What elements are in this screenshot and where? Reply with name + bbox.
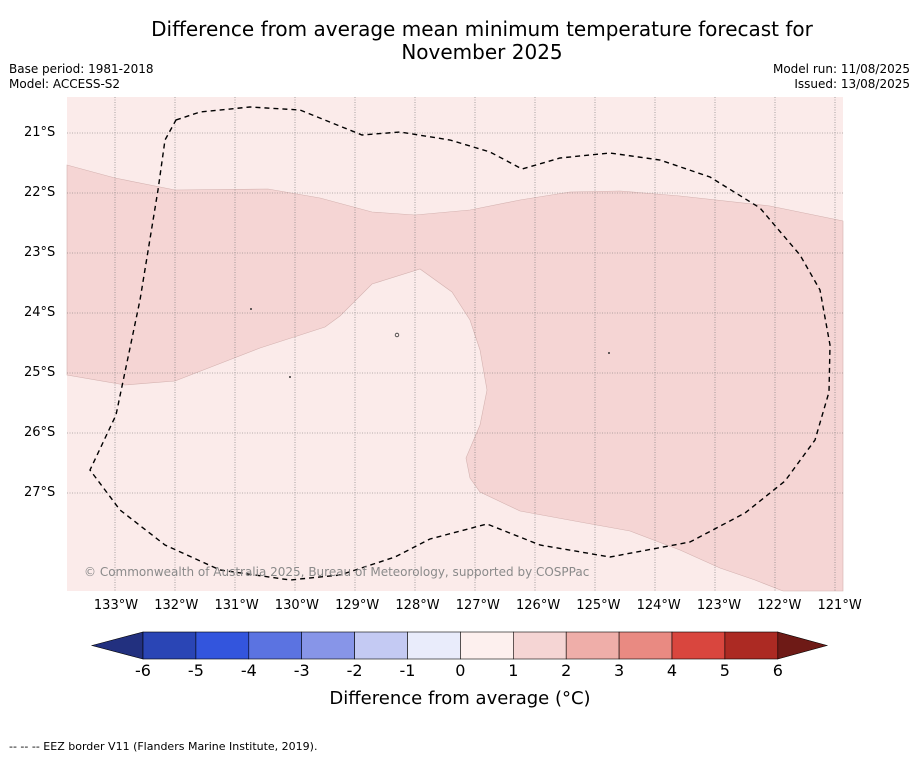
lon-label: 127°W (455, 598, 500, 613)
colorbar-segment (460, 631, 514, 660)
copyright-text: © Commonwealth of Australia 2025, Bureau… (84, 565, 590, 579)
colorbar-tick-label: 3 (614, 661, 625, 680)
colorbar-tick-label: -3 (293, 661, 310, 680)
colorbar-tick-label: -1 (399, 661, 416, 680)
meta-left: Base period: 1981-2018 Model: ACCESS-S2 (9, 62, 154, 92)
colorbar-segment (248, 631, 303, 660)
lat-label: 21°S (24, 125, 56, 140)
colorbar-segment (142, 631, 197, 660)
lon-label: 122°W (757, 598, 802, 613)
lon-label: 131°W (214, 598, 259, 613)
lon-label: 126°W (516, 598, 561, 613)
lon-label: 130°W (274, 598, 319, 613)
gridlines (67, 97, 843, 591)
colorbar-tick-label: -6 (135, 661, 151, 680)
colorbar-segment (512, 631, 567, 660)
colorbar-arrow-low (90, 631, 144, 660)
anomaly-region-1-2 (66, 164, 844, 592)
eez-border (89, 106, 831, 581)
colorbar-tick-label: -5 (187, 661, 204, 680)
colorbar-segment (301, 631, 355, 660)
colorbar-segment (724, 631, 779, 660)
lat-label: 24°S (24, 305, 56, 320)
colorbar-segment (671, 631, 726, 660)
colorbar-arrow-high (777, 631, 829, 660)
lat-label: 23°S (24, 245, 56, 260)
colorbar-tick-label: 6 (772, 661, 783, 680)
islands (250, 308, 610, 378)
lon-label: 123°W (696, 598, 742, 613)
lon-label: 128°W (395, 598, 440, 613)
meta-right: Model run: 11/08/2025 Issued: 13/08/2025 (773, 62, 910, 92)
colorbar (90, 631, 829, 660)
lon-label: 132°W (154, 598, 199, 613)
colorbar-tick-label: -2 (346, 661, 363, 680)
map-title: Difference from average mean minimum tem… (0, 18, 919, 64)
lat-label: 27°S (24, 485, 56, 500)
colorbar-tick-label: 5 (719, 661, 730, 680)
colorbar-segment (565, 631, 620, 660)
colorbar-title: Difference from average (°C) (329, 688, 591, 709)
model-name: Model: ACCESS-S2 (9, 77, 121, 91)
colorbar-segment (407, 631, 461, 660)
eez-footnote: -- -- -- EEZ border V11 (Flanders Marine… (9, 740, 318, 753)
colorbar-segment (354, 631, 408, 660)
lon-label: 121°W (817, 598, 862, 613)
colorbar-tick-label: 2 (561, 661, 572, 680)
lon-label: 124°W (636, 598, 681, 613)
lon-label: 129°W (335, 598, 380, 613)
lat-label: 25°S (24, 365, 56, 380)
colorbar-tick-label: 1 (508, 661, 519, 680)
model-run: Model run: 11/08/2025 (772, 62, 910, 76)
lon-label: 133°W (93, 598, 139, 613)
base-period: Base period: 1981-2018 (9, 62, 154, 76)
title-line-1: Difference from average mean minimum tem… (151, 17, 813, 41)
colorbar-tick-label: 4 (666, 661, 678, 680)
colorbar-segment (195, 631, 250, 660)
lat-label: 26°S (24, 425, 56, 440)
colorbar-tick-label: -4 (240, 661, 257, 680)
title-line-2: November 2025 (401, 40, 563, 64)
issued-date: Issued: 13/08/2025 (794, 77, 910, 91)
lat-label: 22°S (24, 185, 56, 200)
colorbar-segment (618, 631, 673, 660)
colorbar-tick-label: 0 (455, 661, 466, 680)
lon-label: 125°W (576, 598, 621, 613)
